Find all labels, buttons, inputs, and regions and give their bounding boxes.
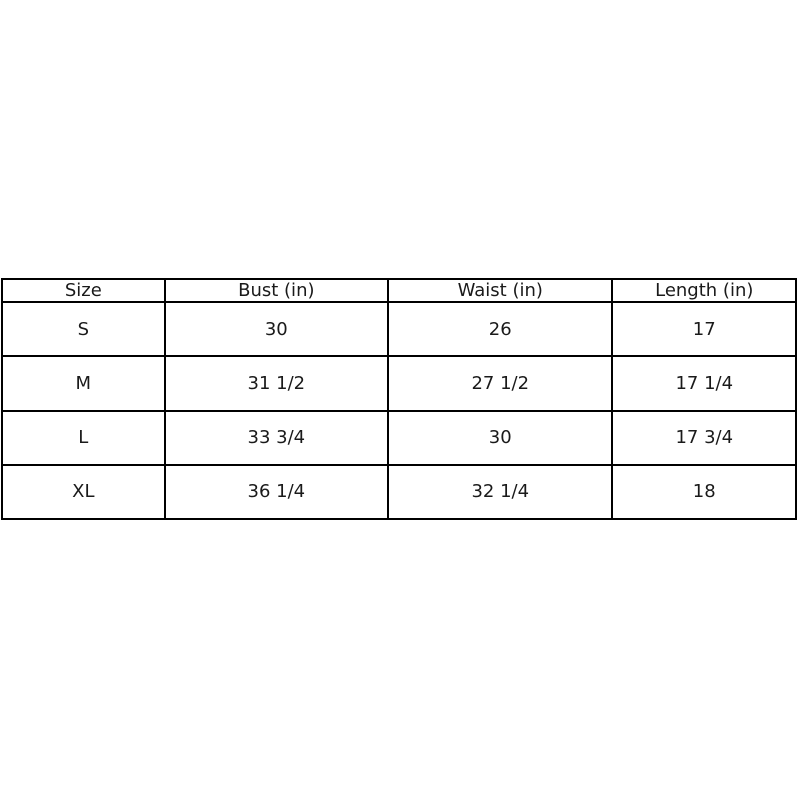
cell-size-l: L: [1, 409, 166, 466]
cell-bust-s: 30: [163, 300, 390, 358]
cell-size-m: M: [1, 355, 166, 412]
size-chart-table-container: Size Bust (in) Waist (in) Length (in) S …: [1, 278, 797, 521]
column-header-waist: Waist (in): [387, 278, 614, 303]
column-header-length: Length (in): [611, 278, 797, 303]
header-row: Size Bust (in) Waist (in) Length (in): [1, 278, 797, 303]
cell-waist-l: 30: [387, 409, 614, 466]
table-row-m: M 31 1/2 27 1/2 17 1/4: [1, 355, 797, 412]
cell-size-xl: XL: [1, 463, 166, 521]
cell-length-l: 17 3/4: [611, 409, 797, 466]
cell-length-m: 17 1/4: [611, 355, 797, 412]
size-chart-table: Size Bust (in) Waist (in) Length (in) S …: [1, 278, 797, 521]
column-header-bust: Bust (in): [163, 278, 390, 303]
table-row-s: S 30 26 17: [1, 300, 797, 358]
table-row-l: L 33 3/4 30 17 3/4: [1, 409, 797, 466]
cell-waist-m: 27 1/2: [387, 355, 614, 412]
cell-bust-xl: 36 1/4: [163, 463, 390, 521]
table-row-xl: XL 36 1/4 32 1/4 18: [1, 463, 797, 521]
cell-waist-xl: 32 1/4: [387, 463, 614, 521]
cell-waist-s: 26: [387, 300, 614, 358]
cell-bust-l: 33 3/4: [163, 409, 390, 466]
cell-size-s: S: [1, 300, 166, 358]
cell-bust-m: 31 1/2: [163, 355, 390, 412]
cell-length-s: 17: [611, 300, 797, 358]
cell-length-xl: 18: [611, 463, 797, 521]
column-header-size: Size: [1, 278, 166, 303]
